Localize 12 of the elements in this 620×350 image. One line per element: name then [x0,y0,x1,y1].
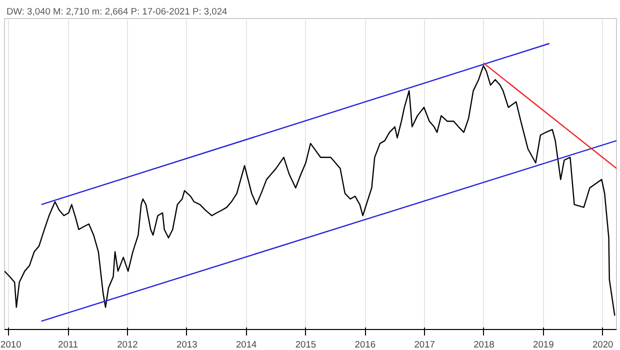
x-tick-label: 2018 [474,340,494,350]
x-tick-label: 2012 [117,340,138,350]
x-tick-label: 2020 [592,340,614,350]
x-tick-label: 2015 [295,340,316,350]
text: DW: 3,040 M: 2,710 m: 2,664 P: 17-06-2021 P: 3,024 [6,6,228,16]
x-tick-label: 2016 [354,340,376,350]
x-tick-label: 2013 [176,340,198,350]
x-tick-label: 2017 [414,340,435,350]
x-tick-label: 2010 [0,340,22,350]
x-tick-label: 2011 [58,340,78,350]
x-tick-label: 2019 [533,340,554,350]
x-tick-label: 2014 [236,340,257,350]
